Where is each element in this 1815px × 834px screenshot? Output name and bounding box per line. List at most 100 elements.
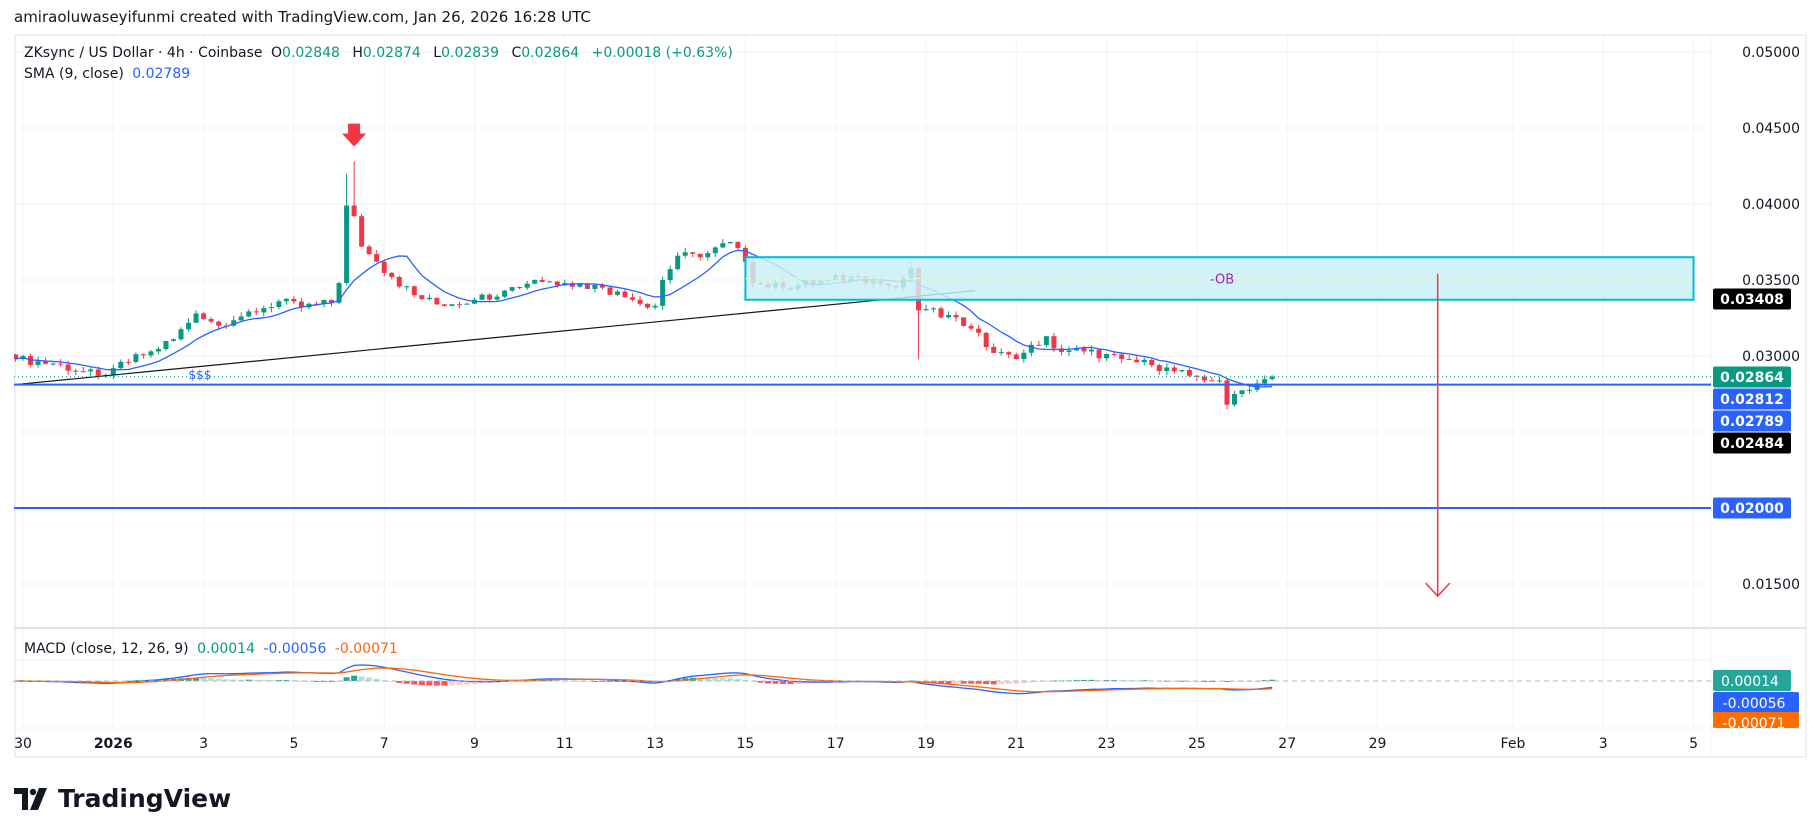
macd-histogram-bar bbox=[1186, 680, 1193, 682]
macd-histogram-bar bbox=[1261, 680, 1268, 682]
price-label-badge bbox=[1713, 497, 1791, 519]
candle bbox=[110, 364, 116, 380]
candle bbox=[667, 265, 673, 284]
candle-body bbox=[645, 303, 651, 308]
date-tick-label: 23 bbox=[1098, 736, 1116, 752]
candle-body bbox=[411, 286, 417, 296]
sma-value: 0.02789 bbox=[132, 66, 191, 82]
candle-body bbox=[1104, 353, 1110, 359]
macd-histogram-bar bbox=[584, 681, 591, 682]
macd-histogram-bar bbox=[697, 677, 704, 681]
candle bbox=[1134, 355, 1140, 363]
macd-histogram-bar bbox=[441, 681, 448, 686]
candle bbox=[118, 359, 124, 371]
candle-body bbox=[502, 290, 508, 297]
macd-histogram-bar bbox=[343, 677, 350, 681]
candle-body bbox=[584, 283, 590, 289]
candle-body bbox=[630, 297, 636, 300]
candle-body bbox=[238, 316, 244, 321]
candle bbox=[697, 253, 703, 261]
candle-body bbox=[1209, 380, 1215, 382]
candle-body bbox=[1013, 354, 1019, 360]
candle-body bbox=[1111, 353, 1117, 355]
candle bbox=[953, 311, 959, 322]
sma-legend[interactable]: SMA (9, close) 0.02789 bbox=[24, 66, 194, 82]
candle bbox=[727, 241, 733, 244]
candle-body bbox=[1224, 380, 1230, 405]
candle-body bbox=[261, 308, 267, 313]
candle bbox=[155, 346, 161, 355]
candle bbox=[622, 289, 628, 298]
macd-histogram-bar bbox=[463, 681, 470, 685]
candle-body bbox=[607, 287, 613, 295]
candle bbox=[426, 294, 432, 301]
candle-body bbox=[95, 369, 101, 376]
price-tick-label: 0.04500 bbox=[1742, 121, 1800, 137]
price-tick-label: 0.01500 bbox=[1742, 577, 1800, 593]
macd-histogram-bar bbox=[426, 681, 433, 686]
price-tick-label: 0.03500 bbox=[1742, 273, 1800, 289]
candle bbox=[532, 279, 538, 285]
candle-body bbox=[727, 242, 733, 244]
price-label-text: 0.02789 bbox=[1720, 414, 1784, 430]
candle-body bbox=[998, 352, 1004, 354]
macd-histogram-bar bbox=[719, 678, 726, 681]
candle-body bbox=[1134, 359, 1140, 363]
candle bbox=[238, 312, 244, 323]
macd-histogram-bar bbox=[200, 677, 207, 681]
high-value: 0.02874 bbox=[362, 45, 421, 61]
date-tick-label: 25 bbox=[1188, 736, 1206, 752]
chart-attribution: amiraoluwaseyifunmi created with Trading… bbox=[14, 8, 591, 26]
price-label-badge bbox=[1713, 366, 1791, 388]
date-tick-label: 29 bbox=[1369, 736, 1387, 752]
candle-body bbox=[1036, 344, 1042, 346]
candle-body bbox=[125, 361, 131, 363]
price-label-badge bbox=[1713, 288, 1791, 310]
candle-body bbox=[1194, 375, 1200, 377]
candle bbox=[1028, 341, 1034, 357]
price-label-text: 0.02864 bbox=[1720, 370, 1784, 386]
macd-histogram-bar bbox=[998, 681, 1005, 685]
candle-body bbox=[547, 281, 553, 283]
candle-body bbox=[1179, 370, 1185, 372]
macd-histogram-bar bbox=[674, 678, 681, 681]
candle bbox=[276, 299, 282, 310]
macd-histogram-bar bbox=[727, 678, 734, 681]
macd-legend[interactable]: MACD (close, 12, 26, 9) 0.00014 -0.00056… bbox=[24, 641, 402, 657]
candle-body bbox=[426, 297, 432, 300]
candle bbox=[1179, 369, 1185, 373]
candle bbox=[502, 289, 508, 299]
candle bbox=[961, 317, 967, 328]
candle bbox=[1209, 376, 1215, 382]
candle bbox=[171, 338, 176, 342]
candle-body bbox=[720, 243, 726, 248]
macd-signal-line bbox=[15, 667, 1273, 693]
candle bbox=[1096, 349, 1102, 363]
candle bbox=[374, 250, 380, 263]
macd-histogram-bar bbox=[253, 679, 260, 681]
candle bbox=[517, 286, 523, 290]
candle-body bbox=[1186, 370, 1192, 376]
candle-body bbox=[479, 294, 485, 300]
macd-histogram-bar bbox=[1013, 681, 1020, 684]
chart-frame[interactable] bbox=[14, 34, 1807, 758]
candle-body bbox=[374, 254, 380, 262]
candle bbox=[366, 244, 372, 256]
candle-body bbox=[614, 291, 620, 295]
macd-histogram-bar bbox=[734, 678, 741, 681]
candle-body bbox=[456, 304, 462, 306]
trendline bbox=[15, 290, 975, 386]
candle-body bbox=[622, 291, 628, 298]
candle bbox=[88, 367, 94, 376]
candle-body bbox=[1089, 349, 1095, 352]
candle bbox=[193, 310, 199, 323]
candle bbox=[487, 292, 493, 303]
tradingview-logo[interactable]: TradingView bbox=[14, 784, 231, 813]
macd-hist-value: 0.00014 bbox=[197, 641, 255, 657]
candle-body bbox=[554, 281, 560, 286]
candle-body bbox=[366, 246, 372, 255]
symbol-title[interactable]: ZKsync / US Dollar · 4h · Coinbase bbox=[24, 45, 263, 61]
candle bbox=[148, 349, 154, 358]
candle bbox=[539, 276, 545, 283]
